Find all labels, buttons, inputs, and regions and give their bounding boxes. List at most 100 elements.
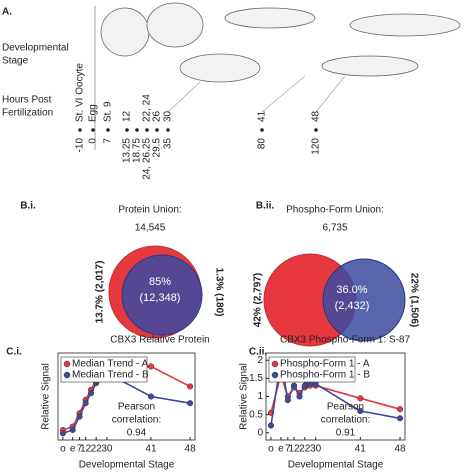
x-tick-label: 30 xyxy=(310,444,322,455)
panel-label: B.ii. xyxy=(256,201,275,212)
venn-title: Protein Union: xyxy=(118,205,181,216)
legend-marker xyxy=(63,371,71,379)
stage-dot xyxy=(91,128,95,132)
data-point xyxy=(187,400,194,407)
stage-dot xyxy=(166,128,170,132)
data-point xyxy=(59,430,66,437)
left-only: 13.7% (2,017) xyxy=(95,261,106,324)
y-tick-label: 1 xyxy=(257,391,263,402)
stage-label: 26 xyxy=(152,110,163,122)
row-label: Developmental xyxy=(2,43,69,54)
data-point xyxy=(357,395,364,402)
x-axis-label: Developmental Stage xyxy=(79,460,175,471)
row-label: Fertilization xyxy=(2,108,53,119)
hours-label: -10 xyxy=(75,138,86,153)
stage-dot xyxy=(125,128,129,132)
annotation: Pearson xyxy=(118,402,155,413)
row-label: Stage xyxy=(2,56,29,67)
legend-marker xyxy=(271,371,279,379)
venn-circle xyxy=(121,254,203,336)
data-point xyxy=(87,390,95,397)
venn-title: Phospho-Form Union: xyxy=(286,205,384,216)
hours-label: 120 xyxy=(311,138,322,155)
y-axis-label: Relative Signal xyxy=(239,363,250,430)
data-point xyxy=(187,383,194,390)
panel-label: A. xyxy=(2,7,12,18)
data-point xyxy=(76,413,83,420)
embryo-drawings xyxy=(94,2,461,150)
venn-circle xyxy=(322,258,406,342)
y-tick-label: 1.5 xyxy=(249,373,263,384)
venn-total: 14,545 xyxy=(135,223,166,234)
x-tick-label: 12 xyxy=(288,444,300,455)
annotation: Pearson xyxy=(327,402,364,413)
x-tick-label: e xyxy=(278,444,284,455)
hours-label: 7 xyxy=(103,138,114,144)
data-point xyxy=(396,406,404,413)
annotation: correlation: xyxy=(321,415,370,426)
x-tick-label: 41 xyxy=(145,444,157,455)
left-only: 42% (2,797) xyxy=(253,273,264,327)
stage-dot xyxy=(145,128,149,132)
hours-label: 18.75 xyxy=(132,138,143,163)
overlap-pct: 85% xyxy=(149,276,171,288)
stage-label: 12 xyxy=(122,110,133,122)
x-tick-label: 30 xyxy=(101,444,113,455)
annotation: 0.91 xyxy=(336,428,356,439)
stage-dot xyxy=(106,128,110,132)
overlap-count: (12,348) xyxy=(140,292,181,304)
legend-label: Median Trend - A xyxy=(72,359,148,370)
legend-label: Phospho-Form 1 - A xyxy=(280,359,370,370)
stage-dot xyxy=(260,128,264,132)
panel-label: B.i. xyxy=(20,201,36,212)
stage-label: 30 xyxy=(163,110,174,122)
stage-dot xyxy=(78,128,82,132)
legend-label: Phospho-Form 1 - B xyxy=(280,370,370,381)
legend-box xyxy=(60,356,148,383)
hours-label: 29.5 xyxy=(152,138,163,158)
x-tick-label: 48 xyxy=(185,444,197,455)
data-point xyxy=(147,363,155,370)
data-point xyxy=(296,393,303,400)
stage-label: Egg xyxy=(88,104,99,122)
x-tick-label: e xyxy=(70,444,76,455)
hours-label: 24, 26.25 xyxy=(142,138,153,180)
x-tick-label: 48 xyxy=(394,444,406,455)
stage-label: 48 xyxy=(311,110,322,122)
plot-area xyxy=(57,352,196,441)
annotation: 0.94 xyxy=(127,428,147,439)
y-tick-label: 0 xyxy=(257,427,263,438)
data-point xyxy=(82,400,89,407)
x-tick-label: 22 xyxy=(299,444,311,455)
hours-label: 0 xyxy=(88,138,99,144)
stage-label: St. 9 xyxy=(103,101,114,122)
y-tick-label: 2 xyxy=(257,355,263,366)
hours-label: 80 xyxy=(257,138,268,150)
stage-dot xyxy=(155,128,159,132)
data-point xyxy=(396,415,404,422)
legend-marker xyxy=(63,360,71,368)
data-point xyxy=(267,422,275,429)
chart-title: CBX3 Relative Protein xyxy=(110,335,210,346)
legend-marker xyxy=(271,360,279,368)
x-tick-label: 7 xyxy=(285,444,291,455)
x-tick-label: 12 xyxy=(80,444,92,455)
stage-dot xyxy=(135,128,139,132)
stage-label: 41 xyxy=(257,110,268,122)
hours-label: 35 xyxy=(163,138,174,150)
stage-dot xyxy=(314,128,318,132)
x-tick-label: o xyxy=(268,444,274,455)
legend-label: Median Trend - B xyxy=(72,370,149,381)
y-tick-label: 0.5 xyxy=(249,409,263,420)
stage-label: St. VI Oocyte xyxy=(75,63,86,122)
data-point xyxy=(69,426,76,434)
legend-box xyxy=(268,356,356,383)
x-axis-label: Developmental Stage xyxy=(288,460,384,471)
annotation: correlation: xyxy=(112,415,161,426)
overlap-count: (2,432) xyxy=(335,300,370,312)
x-tick-label: 41 xyxy=(355,444,367,455)
data-point xyxy=(357,407,364,415)
panel-label: C.i. xyxy=(6,347,22,358)
hours-label: 13.25 xyxy=(122,138,133,163)
